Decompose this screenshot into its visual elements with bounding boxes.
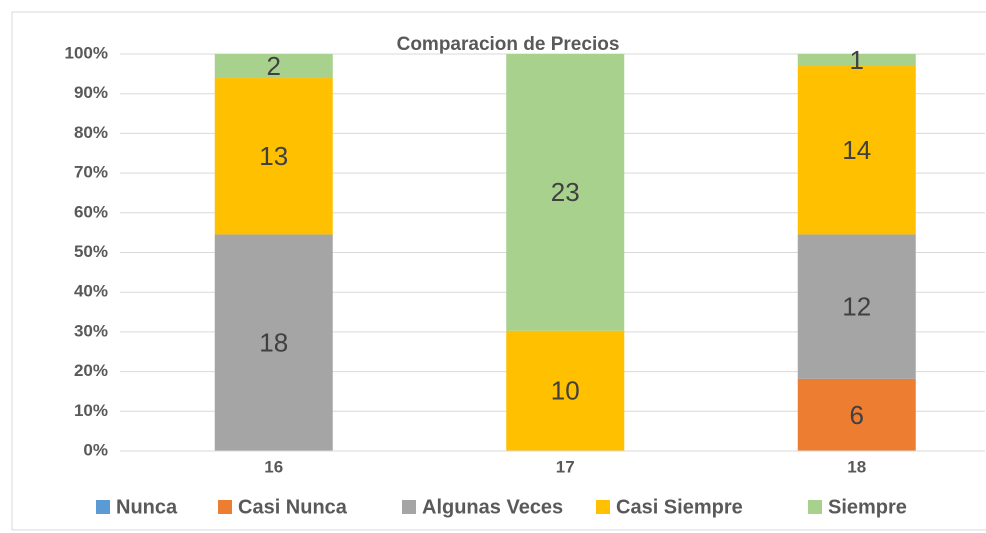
bar-segment [797, 378, 916, 451]
data-label: 1 [850, 45, 864, 75]
y-tick-label: 20% [74, 361, 108, 380]
bar-segment [506, 330, 625, 451]
legend-label: Algunas Veces [422, 496, 563, 518]
data-label: 18 [259, 328, 288, 358]
x-tick-label: 18 [847, 457, 866, 476]
y-tick-label: 90% [74, 83, 108, 102]
legend-swatch [96, 500, 110, 514]
y-tick-label: 10% [74, 401, 108, 420]
legend-swatch [218, 500, 232, 514]
bar-segment [214, 78, 333, 235]
bar-segment [506, 54, 625, 331]
legend-label: Casi Nunca [238, 496, 348, 518]
x-tick-label: 16 [264, 457, 283, 476]
bar-segment [214, 234, 333, 451]
data-label: 6 [850, 400, 864, 430]
x-tick-label: 17 [556, 457, 575, 476]
bar-segment [214, 54, 333, 79]
data-label: 23 [551, 177, 580, 207]
legend-label: Nunca [116, 496, 178, 518]
legend-swatch [402, 500, 416, 514]
data-label: 12 [842, 292, 871, 322]
y-tick-label: 100% [65, 43, 108, 62]
chart-title: Comparacion de Precios [397, 34, 620, 55]
y-tick-label: 60% [74, 202, 108, 221]
bar-segment [797, 234, 916, 379]
data-label: 14 [842, 135, 871, 165]
y-tick-label: 50% [74, 242, 108, 261]
y-tick-label: 40% [74, 282, 108, 301]
data-label: 10 [551, 376, 580, 406]
data-label: 13 [259, 141, 288, 171]
y-tick-label: 80% [74, 123, 108, 142]
bar-segment [797, 54, 916, 67]
legend-label: Casi Siempre [616, 496, 743, 518]
y-tick-label: 30% [74, 321, 108, 340]
y-tick-label: 0% [83, 440, 108, 459]
data-label: 2 [267, 51, 281, 81]
legend-swatch [808, 500, 822, 514]
legend-label: Siempre [828, 496, 907, 518]
legend-swatch [596, 500, 610, 514]
bar-segment [797, 66, 916, 235]
y-tick-label: 70% [74, 163, 108, 182]
